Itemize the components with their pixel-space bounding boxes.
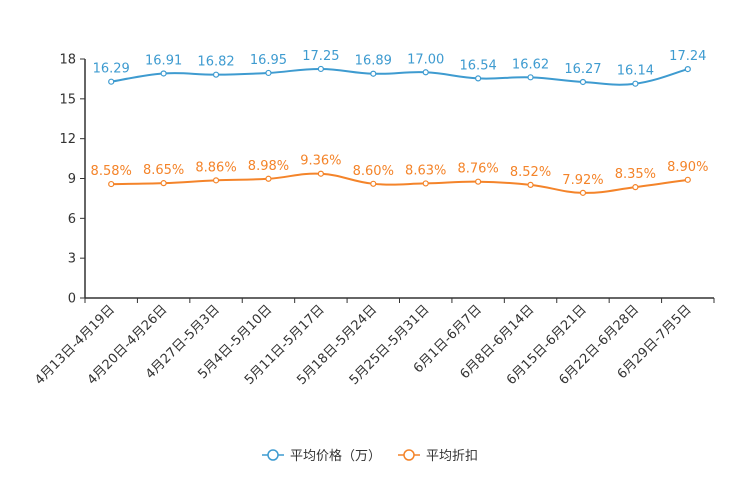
data-point[interactable] xyxy=(684,176,691,183)
data-point[interactable] xyxy=(108,180,115,188)
y-tick-label: 9 xyxy=(68,172,76,187)
data-label: 16.29 xyxy=(93,62,130,77)
data-label: 16.14 xyxy=(617,64,654,79)
data-label: 8.65% xyxy=(143,163,184,178)
data-label: 17.24 xyxy=(669,49,706,64)
series-line xyxy=(111,172,688,194)
data-point[interactable] xyxy=(212,71,220,78)
legend-item-1[interactable]: 平均折扣 xyxy=(398,449,478,464)
data-label: 9.36% xyxy=(300,154,341,169)
data-point[interactable] xyxy=(370,180,377,187)
data-point[interactable] xyxy=(212,177,220,184)
data-label: 16.91 xyxy=(145,53,182,68)
chart-series: 16.29 16.91 16.82 16.95 17.25 16.89 17.00 16.54… xyxy=(91,49,708,196)
data-label: 16.54 xyxy=(460,58,497,73)
series-1: 8.58% 8.65% 8.86% 8.98% 9.36% 8.60% 8.63% 8.76%… xyxy=(91,154,708,196)
data-point[interactable] xyxy=(160,70,167,77)
data-point[interactable] xyxy=(317,170,324,177)
data-point[interactable] xyxy=(265,69,272,77)
data-point[interactable] xyxy=(265,175,272,182)
y-tick-label: 12 xyxy=(59,132,76,147)
y-tick-label: 6 xyxy=(68,212,76,227)
data-label: 8.63% xyxy=(405,163,446,178)
data-label: 8.60% xyxy=(353,164,394,179)
data-point[interactable] xyxy=(632,80,639,87)
legend-marker-icon xyxy=(267,449,279,461)
series-line xyxy=(111,67,689,86)
y-tick-label: 15 xyxy=(59,92,76,107)
data-point[interactable] xyxy=(527,74,534,81)
data-label: 16.62 xyxy=(512,57,549,72)
data-label: 17.00 xyxy=(407,52,444,67)
data-point[interactable] xyxy=(684,65,691,73)
data-point[interactable] xyxy=(108,78,115,85)
data-point[interactable] xyxy=(475,75,482,82)
data-point[interactable] xyxy=(579,189,587,196)
data-label: 7.92% xyxy=(562,173,603,188)
chart-legend[interactable]: 平均价格（万） 平均折扣 xyxy=(262,448,478,464)
series-0: 16.29 16.91 16.82 16.95 17.25 16.89 17.00 16.54… xyxy=(93,49,706,87)
data-label: 16.95 xyxy=(250,53,287,68)
data-label: 8.98% xyxy=(248,159,289,174)
y-tick-label: 3 xyxy=(68,252,76,267)
data-label: 8.76% xyxy=(457,162,498,177)
data-label: 8.86% xyxy=(195,160,236,175)
data-label: 8.35% xyxy=(615,167,656,182)
data-point[interactable] xyxy=(422,180,429,187)
data-label: 8.90% xyxy=(667,160,708,175)
data-point[interactable] xyxy=(160,180,167,187)
legend-label: 平均价格（万） xyxy=(290,448,381,464)
legend-label: 平均折扣 xyxy=(426,449,478,464)
y-tick-label: 0 xyxy=(68,292,76,307)
data-label: 16.89 xyxy=(355,54,392,69)
legend-marker-icon xyxy=(403,449,415,461)
y-tick-label: 18 xyxy=(59,53,76,68)
data-point[interactable] xyxy=(475,178,482,185)
data-label: 17.25 xyxy=(302,49,339,64)
chart-axes: 03691215184月13日-4月19日4月20日-4月26日4月27日-5月… xyxy=(32,53,715,388)
data-label: 16.27 xyxy=(564,62,601,77)
data-point[interactable] xyxy=(317,65,324,73)
data-point[interactable] xyxy=(527,181,534,188)
data-point[interactable] xyxy=(579,78,587,86)
legend-item-0[interactable]: 平均价格（万） xyxy=(262,448,381,464)
data-label: 16.82 xyxy=(197,55,234,70)
data-point[interactable] xyxy=(422,69,429,76)
data-point[interactable] xyxy=(370,70,377,77)
data-point[interactable] xyxy=(632,184,639,191)
data-label: 8.52% xyxy=(510,165,551,180)
data-label: 8.58% xyxy=(91,164,132,179)
